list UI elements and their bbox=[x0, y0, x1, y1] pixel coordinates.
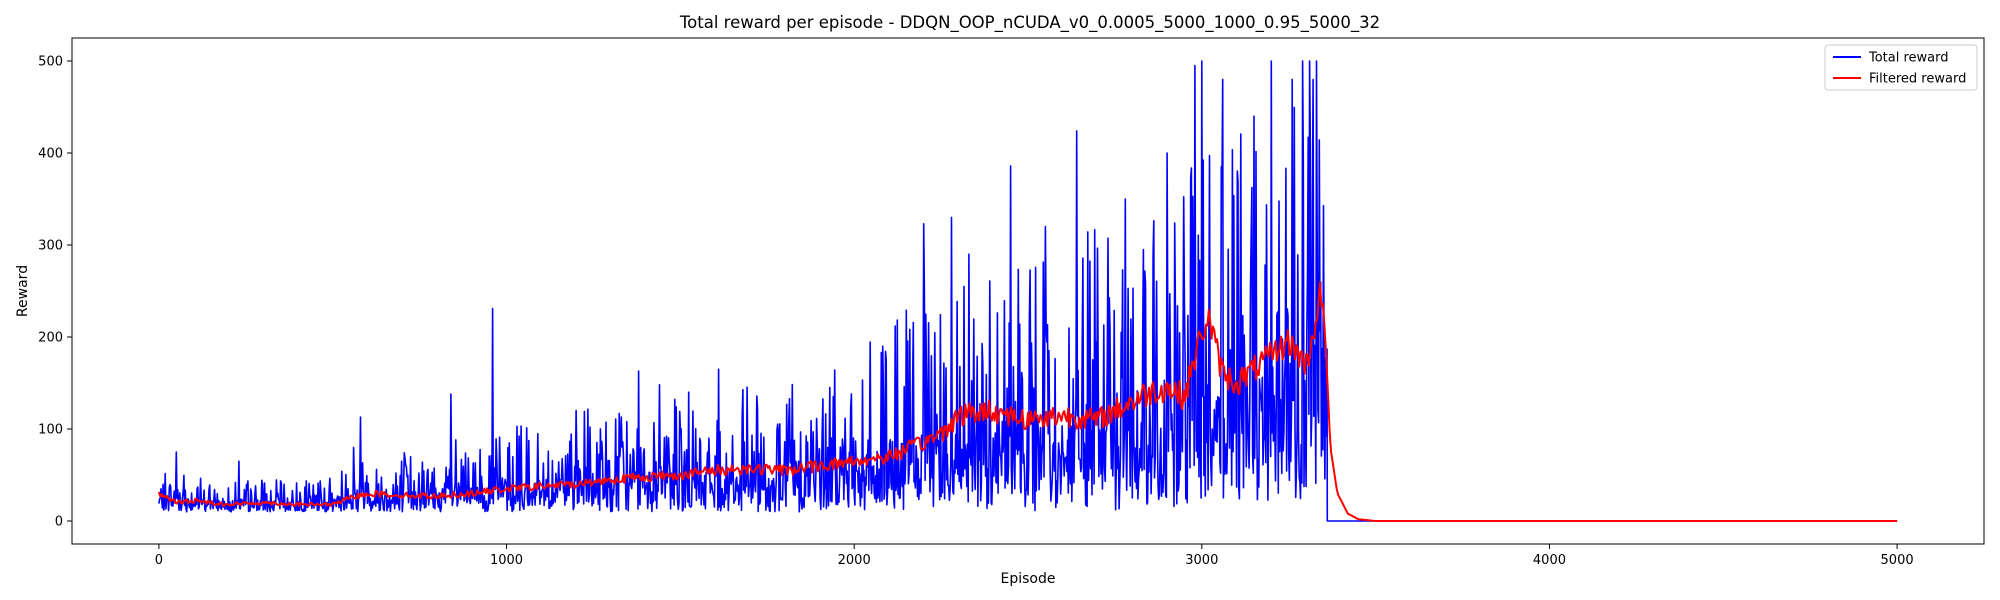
plot-frame bbox=[71, 37, 1985, 545]
series-total-reward-line bbox=[158, 60, 1898, 522]
legend-label: Filtered reward bbox=[1869, 72, 1966, 87]
y-tick-label: 100 bbox=[38, 423, 63, 438]
x-tick-label: 4000 bbox=[1533, 553, 1566, 568]
chart-title: Total reward per episode - DDQN_OOP_nCUD… bbox=[679, 13, 1380, 33]
y-axis: 0 100 200 300 400 500 bbox=[38, 55, 72, 530]
x-axis-label: Episode bbox=[1001, 571, 1056, 587]
y-tick-label: 0 bbox=[55, 515, 63, 530]
x-axis: 0 1000 2000 3000 4000 5000 bbox=[155, 544, 1914, 568]
legend-box bbox=[1824, 44, 1978, 91]
y-tick-label: 500 bbox=[38, 55, 63, 70]
y-tick-label: 200 bbox=[38, 331, 63, 346]
y-tick-label: 300 bbox=[38, 239, 63, 254]
plot-area bbox=[157, 60, 1898, 522]
x-tick-label: 1000 bbox=[490, 553, 523, 568]
legend: Total reward Filtered reward bbox=[1824, 44, 1978, 91]
x-tick-label: 5000 bbox=[1881, 553, 1914, 568]
y-tick-label: 400 bbox=[38, 147, 63, 162]
legend-label: Total reward bbox=[1868, 51, 1949, 66]
series-filtered-reward-line bbox=[157, 281, 1898, 522]
x-tick-label: 3000 bbox=[1185, 553, 1218, 568]
x-tick-label: 2000 bbox=[838, 553, 871, 568]
y-axis-label: Reward bbox=[15, 265, 31, 317]
x-tick-label: 0 bbox=[155, 553, 163, 568]
